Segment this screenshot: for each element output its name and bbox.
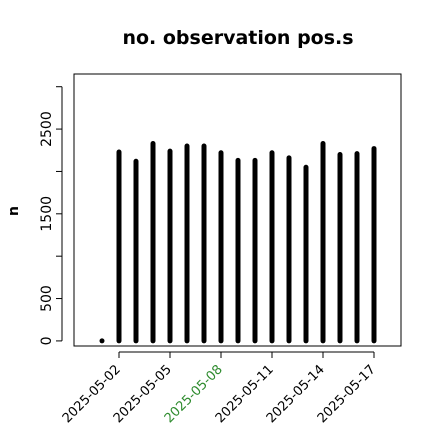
chart-title: no. observation pos.s	[122, 27, 353, 49]
y-tick-label: 1500	[39, 196, 55, 232]
y-axis-label: n	[6, 206, 22, 216]
y-tick-label: 0	[39, 336, 55, 345]
y-axis: 0 500 1500 2500	[39, 87, 62, 346]
y-tick-label: 500	[39, 285, 55, 312]
y-tick-label: 2500	[39, 111, 55, 147]
bar-series	[102, 143, 374, 340]
x-axis: 2025-05-022025-05-052025-05-082025-05-11…	[60, 352, 379, 426]
